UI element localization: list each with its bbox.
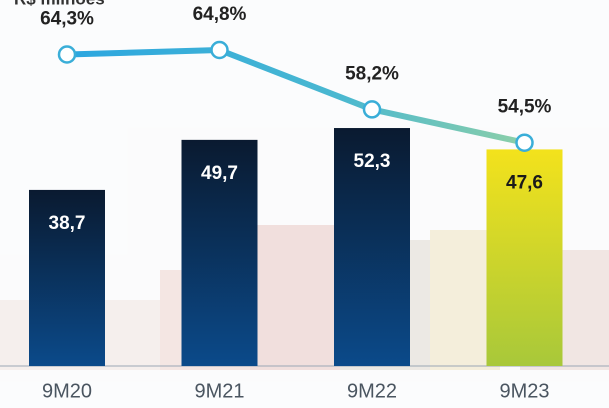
line-point: [362, 100, 382, 119]
x-tick-label: 9M20: [42, 380, 92, 402]
line-point: [210, 40, 229, 60]
bar-value-label: 47,6: [506, 172, 543, 193]
line-point: [57, 45, 77, 64]
line: [66, 47, 526, 146]
bar: [181, 139, 258, 366]
x-tick-label: 9M22: [347, 380, 397, 402]
line-value-label: 54,5%: [498, 97, 552, 118]
x-tick-label: 9M23: [499, 380, 549, 402]
line-point: [515, 133, 534, 152]
bar-value-label: 49,7: [201, 163, 238, 184]
bar: [486, 149, 563, 366]
line-value-label: 64,3%: [40, 9, 94, 30]
x-tick-label: 9M21: [194, 380, 244, 402]
bar: [334, 128, 410, 366]
line-value-label: 64,8%: [193, 4, 247, 25]
bar-value-label: 52,3: [354, 151, 391, 172]
bar: [29, 189, 105, 366]
unit-label: R$ milhões: [14, 0, 105, 8]
line-value-label: 58,2%: [345, 63, 399, 84]
bar-value-label: 38,7: [49, 213, 86, 234]
